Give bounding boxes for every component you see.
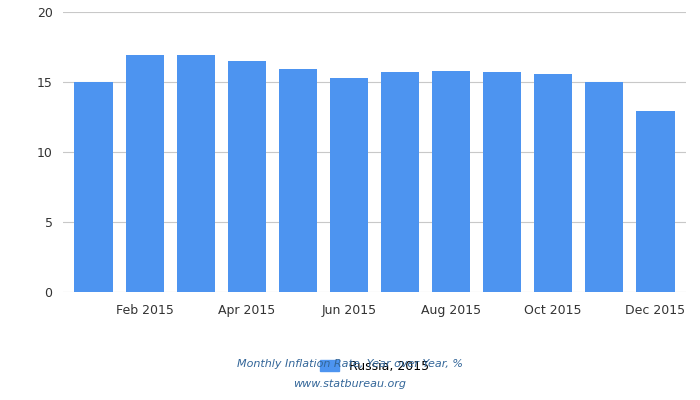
Bar: [74, 82, 113, 292]
Bar: [176, 55, 215, 292]
Text: www.statbureau.org: www.statbureau.org: [293, 379, 407, 389]
Bar: [125, 56, 164, 292]
Bar: [585, 82, 624, 292]
Text: Monthly Inflation Rate, Year over Year, %: Monthly Inflation Rate, Year over Year, …: [237, 359, 463, 369]
Bar: [381, 72, 419, 292]
Bar: [534, 74, 573, 292]
Bar: [636, 111, 675, 292]
Bar: [279, 69, 317, 292]
Legend: Russia, 2015: Russia, 2015: [320, 360, 429, 373]
Bar: [483, 72, 522, 292]
Bar: [228, 61, 266, 292]
Bar: [330, 78, 368, 292]
Bar: [432, 71, 470, 292]
